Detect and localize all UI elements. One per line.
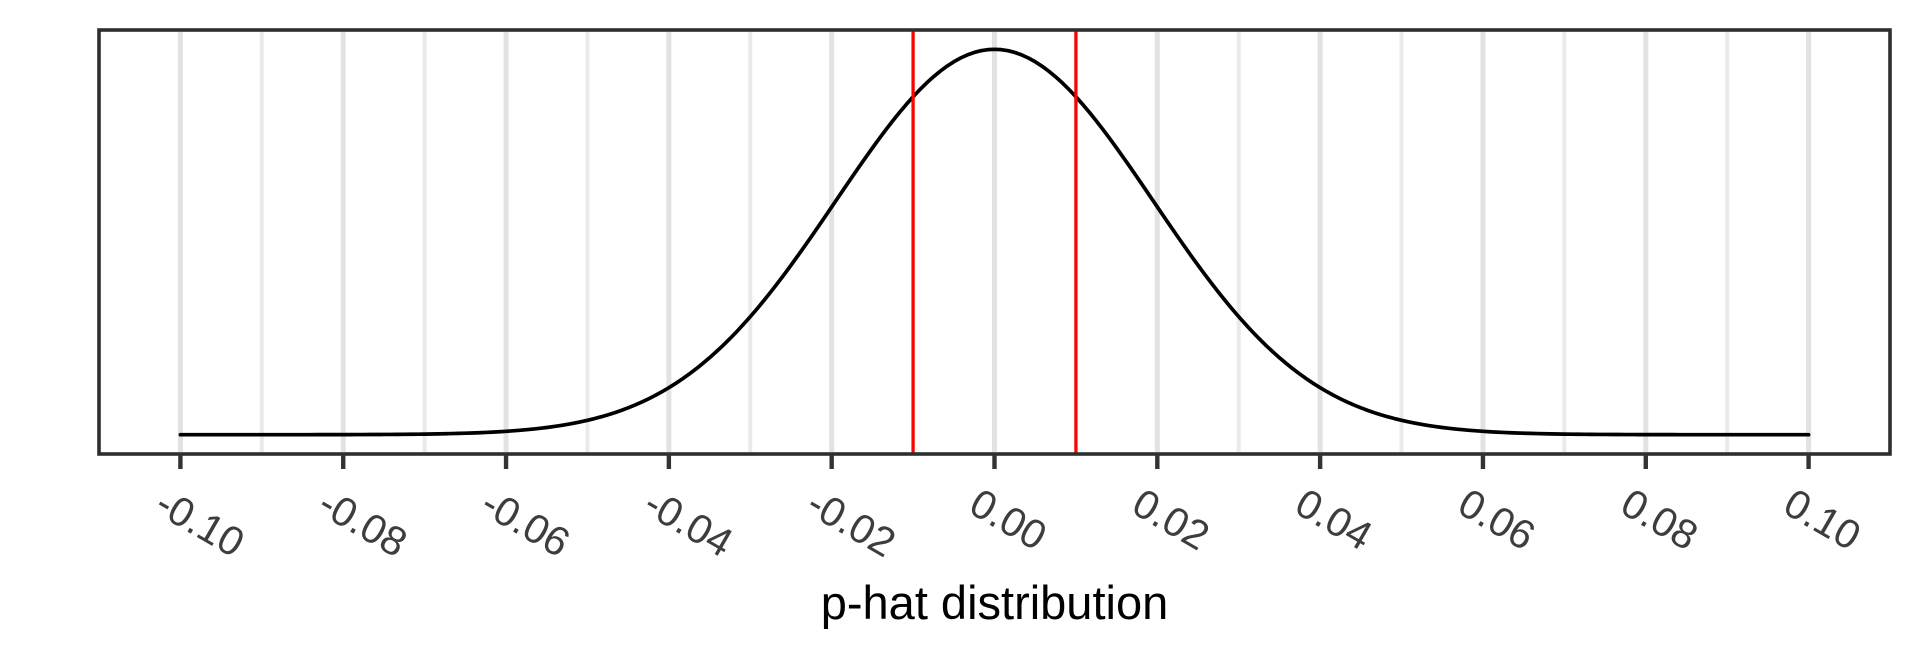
x-axis-tick-label: 0.08: [1614, 480, 1706, 560]
x-axis-tick-label: -0.02: [799, 480, 903, 567]
x-axis-tick-label: -0.08: [311, 480, 415, 567]
x-axis-tick-label: -0.10: [148, 480, 252, 567]
x-axis-tick-label: 0.02: [1125, 480, 1217, 560]
density-curve: [178, 47, 1811, 437]
x-axis-tick-label: 0.00: [962, 480, 1054, 560]
x-axis-tick-label: -0.04: [637, 480, 741, 567]
x-axis-tick-label: -0.06: [474, 480, 578, 567]
x-axis-tick-label: 0.06: [1451, 480, 1543, 560]
x-axis-tick-label: 0.10: [1776, 480, 1868, 560]
x-axis-tick-label: 0.04: [1288, 480, 1380, 560]
x-axis-title: p-hat distribution: [820, 576, 1169, 629]
